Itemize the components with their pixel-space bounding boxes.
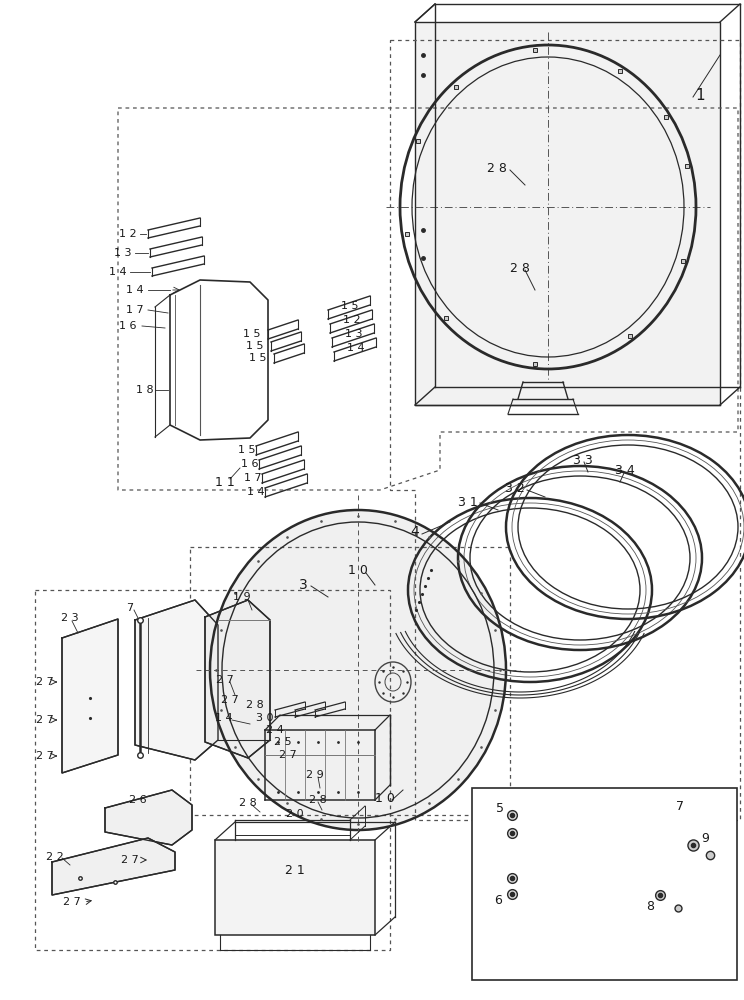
Text: 3 3: 3 3 bbox=[573, 454, 593, 466]
Text: 2 7: 2 7 bbox=[63, 897, 81, 907]
Text: 1 5: 1 5 bbox=[246, 341, 264, 351]
Text: 1 4: 1 4 bbox=[126, 285, 144, 295]
Text: 1 4: 1 4 bbox=[215, 713, 233, 723]
Text: 1 6: 1 6 bbox=[119, 321, 137, 331]
Polygon shape bbox=[135, 600, 218, 760]
Text: 2 8: 2 8 bbox=[487, 161, 507, 174]
Text: 1 7: 1 7 bbox=[126, 305, 144, 315]
Text: 1 0: 1 0 bbox=[375, 792, 395, 804]
Ellipse shape bbox=[210, 510, 506, 830]
Text: 1 3: 1 3 bbox=[345, 329, 363, 339]
Text: 2 8: 2 8 bbox=[239, 798, 257, 808]
Text: 2 7: 2 7 bbox=[216, 675, 234, 685]
Text: 1 9: 1 9 bbox=[233, 592, 251, 602]
Text: 6: 6 bbox=[494, 894, 502, 906]
Text: 9: 9 bbox=[701, 832, 709, 844]
Text: 3 1: 3 1 bbox=[458, 495, 478, 508]
Polygon shape bbox=[62, 619, 118, 773]
Text: 2 7: 2 7 bbox=[221, 695, 239, 705]
Text: 1 8: 1 8 bbox=[136, 385, 154, 395]
Text: 1 4: 1 4 bbox=[347, 343, 365, 353]
Text: 2 9: 2 9 bbox=[306, 770, 324, 780]
Text: 3: 3 bbox=[298, 578, 307, 592]
Text: 1 2: 1 2 bbox=[343, 315, 361, 325]
Text: 3 2: 3 2 bbox=[505, 482, 525, 494]
Text: 1 5: 1 5 bbox=[238, 445, 256, 455]
Text: 1 5: 1 5 bbox=[243, 329, 260, 339]
Text: 2 4: 2 4 bbox=[266, 725, 284, 735]
Text: 2 2: 2 2 bbox=[46, 852, 64, 862]
Text: 8: 8 bbox=[646, 900, 654, 914]
Text: 3 4: 3 4 bbox=[615, 464, 635, 477]
Polygon shape bbox=[105, 790, 192, 845]
Text: 2 7: 2 7 bbox=[36, 677, 54, 687]
Text: 7: 7 bbox=[126, 603, 134, 613]
Text: 2 8: 2 8 bbox=[309, 795, 327, 805]
Polygon shape bbox=[215, 840, 375, 935]
Text: 1 5: 1 5 bbox=[249, 353, 267, 363]
Polygon shape bbox=[52, 838, 175, 895]
Text: 1 4: 1 4 bbox=[109, 267, 126, 277]
Text: 2 7: 2 7 bbox=[279, 750, 297, 760]
Text: 2 7: 2 7 bbox=[121, 855, 139, 865]
Text: 1 4: 1 4 bbox=[247, 487, 265, 497]
Text: 2 6: 2 6 bbox=[129, 795, 147, 805]
Text: 2 7: 2 7 bbox=[36, 751, 54, 761]
Text: 2 7: 2 7 bbox=[36, 715, 54, 725]
Text: 2 0: 2 0 bbox=[286, 809, 304, 819]
Text: 1 6: 1 6 bbox=[241, 459, 259, 469]
Polygon shape bbox=[205, 600, 270, 758]
Text: 2 3: 2 3 bbox=[61, 613, 79, 623]
Text: 1 3: 1 3 bbox=[115, 248, 132, 258]
Text: 1 5: 1 5 bbox=[341, 301, 359, 311]
Text: 2 5: 2 5 bbox=[275, 737, 292, 747]
Text: 2 1: 2 1 bbox=[285, 863, 305, 876]
Text: 7: 7 bbox=[676, 800, 684, 814]
Polygon shape bbox=[415, 22, 720, 405]
Bar bbox=[472, 788, 737, 980]
Text: 2 8: 2 8 bbox=[246, 700, 264, 710]
Text: 1 2: 1 2 bbox=[119, 229, 137, 239]
Text: 5: 5 bbox=[496, 802, 504, 814]
Text: 2 8: 2 8 bbox=[510, 261, 530, 274]
Text: 1 0: 1 0 bbox=[348, 564, 368, 576]
Text: 1 1: 1 1 bbox=[215, 476, 235, 488]
Text: 3 0: 3 0 bbox=[256, 713, 274, 723]
Text: 1 7: 1 7 bbox=[244, 473, 262, 483]
Text: 4: 4 bbox=[411, 525, 420, 539]
Text: 1: 1 bbox=[695, 88, 705, 103]
